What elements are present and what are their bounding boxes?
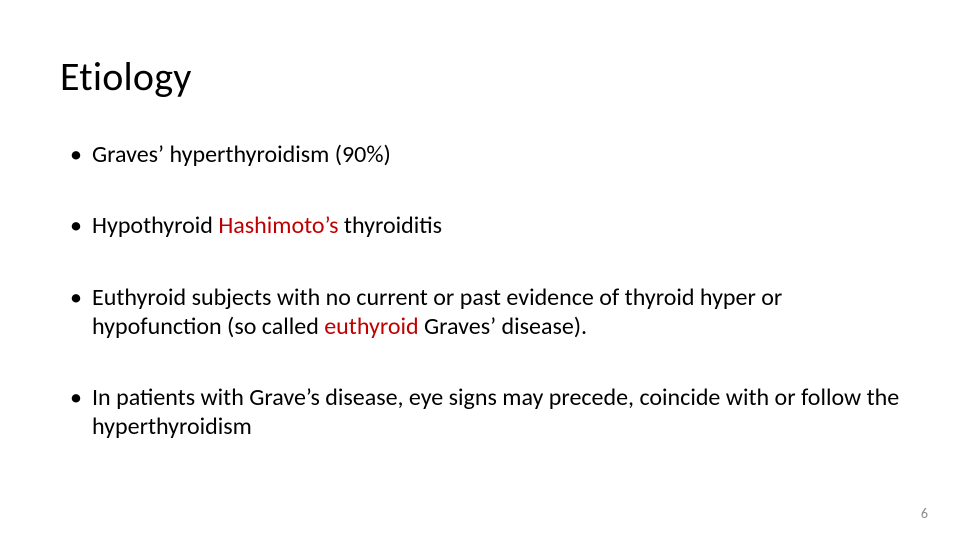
bullet-item: In patients with Grave’s disease, eye si… [70,383,900,442]
text-run: In patients with Grave’s disease, eye si… [92,383,899,441]
text-run: Graves’ disease). [419,312,588,341]
text-run: thyroiditis [338,211,442,240]
slide-body: Graves’ hyperthyroidism (90%) Hypothyroid… [70,140,900,484]
text-run: Hashimoto’s [218,211,338,240]
slide-title: Etiology [60,52,192,101]
bullet-item: Graves’ hyperthyroidism (90%) [70,140,900,169]
bullet-item: Hypothyroid Hashimoto’s thyroiditis [70,211,900,240]
slide: Etiology Graves’ hyperthyroidism (90%) Hy… [0,0,960,540]
bullet-list: Graves’ hyperthyroidism (90%) Hypothyroid… [70,140,900,442]
text-run: Hypothyroid [92,211,218,240]
bullet-item: Euthyroid subjects with no current or pa… [70,283,900,342]
page-number: 6 [921,505,928,522]
text-run: Graves’ hyperthyroidism (90%) [92,140,391,169]
text-run: euthyroid [324,312,418,341]
